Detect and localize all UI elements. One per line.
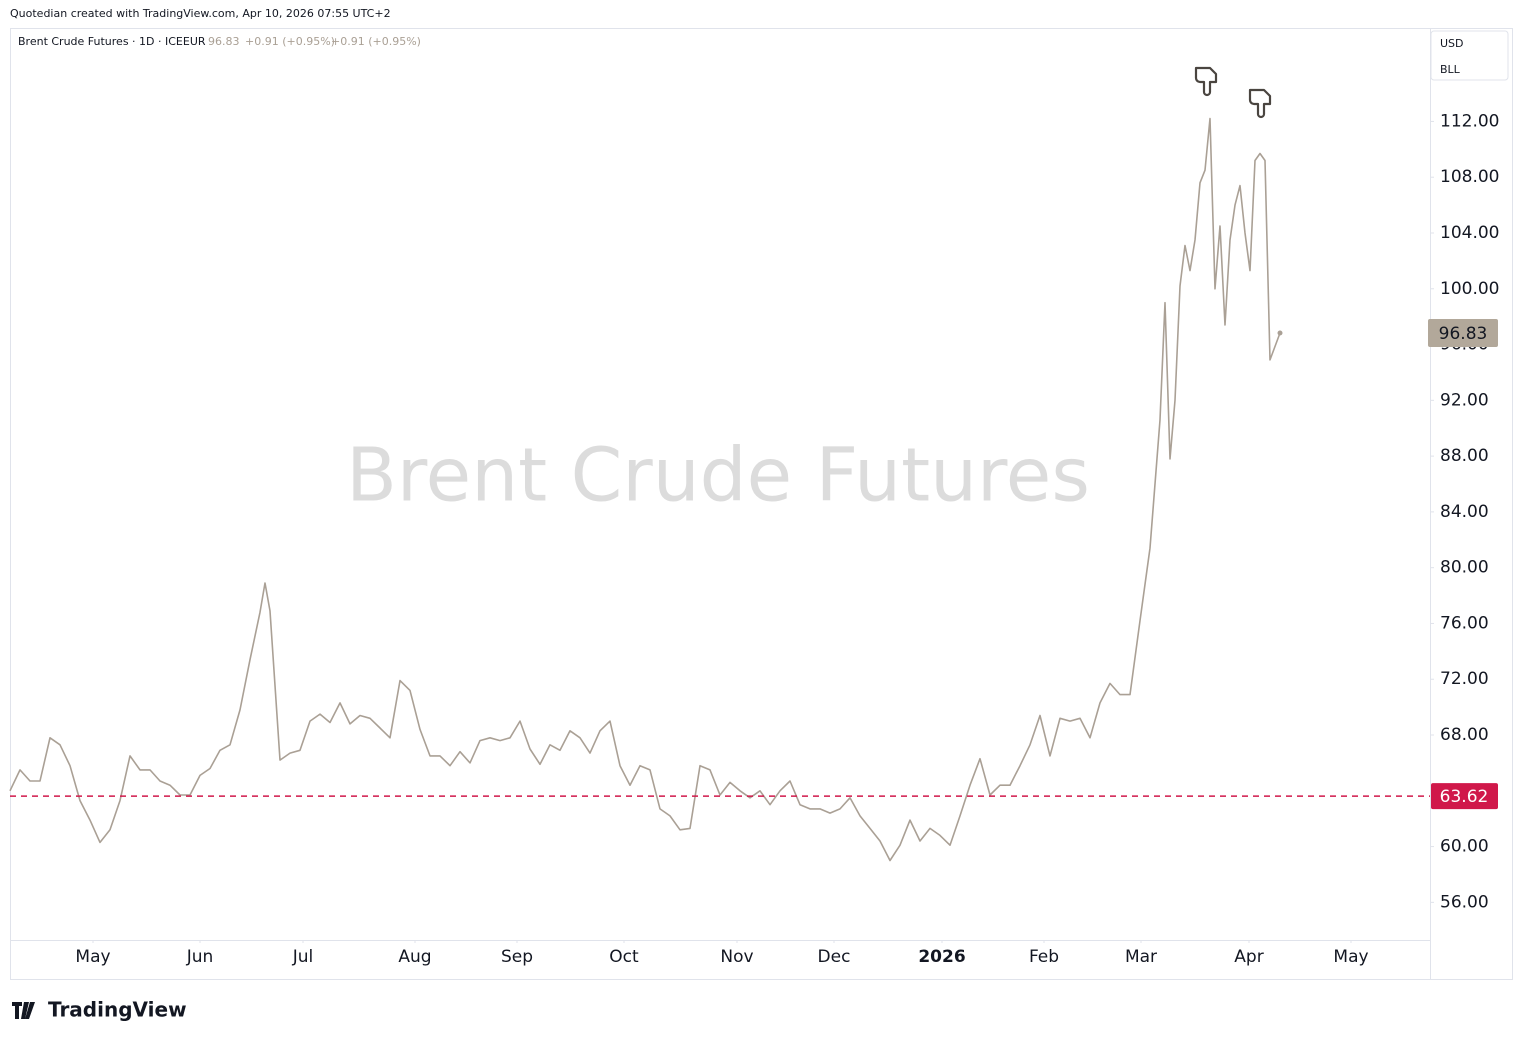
chart-frame bbox=[10, 28, 1513, 980]
x-tick-label: Nov bbox=[720, 947, 753, 967]
currency[interactable]: USD bbox=[1440, 37, 1464, 50]
x-tick-label: Jun bbox=[186, 947, 214, 967]
hline-label: 63.62 bbox=[1440, 787, 1489, 807]
symbol-header: Brent Crude Futures · 1D · ICEEUR bbox=[18, 35, 206, 48]
hline-label-box bbox=[1431, 783, 1498, 810]
price-line bbox=[9, 117, 1281, 862]
y-tick-label: 104.00 bbox=[1440, 223, 1499, 243]
y-tick-label: 112.00 bbox=[1440, 111, 1499, 131]
hand-icon bbox=[1194, 66, 1218, 97]
y-tick-label: 108.00 bbox=[1440, 167, 1499, 187]
header-price: 96.83 bbox=[208, 35, 240, 48]
x-tick-label: Feb bbox=[1029, 947, 1059, 967]
x-tick-label: Mar bbox=[1125, 947, 1157, 967]
y-tick-label: 60.00 bbox=[1440, 837, 1489, 857]
x-tick-label: Oct bbox=[609, 947, 639, 967]
hand-icon bbox=[1248, 88, 1272, 119]
y-tick-label: 84.00 bbox=[1440, 502, 1489, 522]
y-tick-label: 80.00 bbox=[1440, 558, 1489, 578]
y-tick-label: 76.00 bbox=[1440, 613, 1489, 633]
x-tick-label: 2026 bbox=[918, 947, 965, 967]
hand-icons bbox=[1194, 66, 1272, 119]
header-change: +0.91 (+0.95%) bbox=[331, 35, 421, 48]
y-tick-label: 72.00 bbox=[1440, 669, 1489, 689]
x-tick-label: Sep bbox=[501, 947, 533, 967]
x-tick-label: May bbox=[1333, 947, 1368, 967]
x-tick-label: Jul bbox=[292, 947, 314, 967]
y-tick-label: 88.00 bbox=[1440, 446, 1489, 466]
x-tick-label: May bbox=[75, 947, 110, 967]
header-change: +0.91 (+0.95%) bbox=[245, 35, 335, 48]
x-tick-label: Dec bbox=[818, 947, 851, 967]
unit[interactable]: BLL bbox=[1440, 63, 1461, 76]
x-tick-label: Aug bbox=[398, 947, 431, 967]
logo-mark bbox=[12, 1002, 35, 1019]
attribution: Quotedian created with TradingView.com, … bbox=[10, 7, 391, 20]
y-tick-label: 100.00 bbox=[1440, 279, 1499, 299]
last-point bbox=[1277, 330, 1283, 336]
y-tick-label: 92.00 bbox=[1440, 390, 1489, 410]
logo-text: TradingView bbox=[48, 998, 187, 1022]
logo: TradingView bbox=[12, 998, 187, 1022]
last-price-label: 96.83 bbox=[1439, 324, 1488, 344]
currency-box[interactable] bbox=[1430, 30, 1509, 81]
plot-area: 56.0060.0064.0068.0072.0076.0080.0084.00… bbox=[9, 111, 1499, 967]
last-price-box bbox=[1428, 318, 1498, 347]
watermark: Brent Crude Futures bbox=[346, 433, 1090, 519]
y-tick-label: 68.00 bbox=[1440, 725, 1489, 745]
x-tick-label: Apr bbox=[1234, 947, 1263, 967]
y-tick-label: 56.00 bbox=[1440, 892, 1489, 912]
